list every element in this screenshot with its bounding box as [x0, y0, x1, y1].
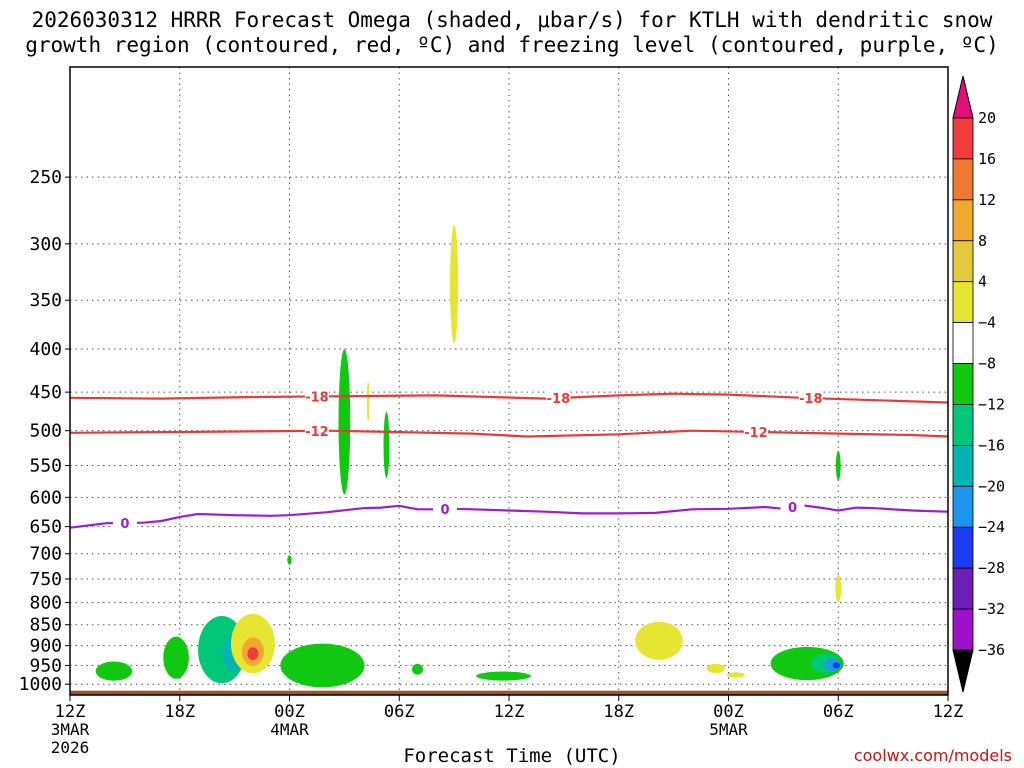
contour-label-bg	[112, 514, 137, 530]
omega-cell	[247, 647, 259, 661]
colorbar-label: −12	[978, 395, 1005, 413]
contour-label: -18	[799, 392, 823, 407]
omega-cell	[706, 663, 725, 674]
colorbar-segment	[952, 281, 974, 324]
x-tick-label: 18Z	[164, 702, 195, 722]
omega-cell	[366, 381, 370, 423]
x-tick-date-label: 5MAR	[709, 720, 748, 739]
y-tick-label: 300	[29, 234, 62, 255]
colorbar-top-arrow	[952, 75, 974, 119]
x-tick-label: 12Z	[494, 702, 525, 722]
colorbar-label: 8	[978, 232, 987, 250]
y-tick-label: 650	[29, 517, 62, 538]
colorbar-segment	[952, 526, 974, 569]
contour-label: 0	[120, 517, 129, 532]
contour-line-0	[69, 504, 949, 529]
x-tick-year-label: 2026	[51, 738, 90, 757]
contour-label-bg	[546, 390, 571, 406]
colorbar-label: −20	[978, 477, 1005, 495]
colorbar-segment	[952, 158, 974, 201]
y-tick-label: 550	[29, 456, 62, 477]
contour-label: -18	[547, 392, 571, 407]
colorbar-segment	[952, 199, 974, 242]
omega-cell	[635, 621, 683, 660]
contour-label-bg	[432, 501, 457, 517]
y-tick-label: 500	[29, 421, 62, 442]
y-tick-label: 850	[29, 615, 62, 636]
contour-label-bg	[304, 422, 329, 438]
x-tick-label: 12Z	[55, 702, 86, 722]
colorbar-label: 16	[978, 150, 996, 168]
omega-cell	[383, 411, 390, 479]
omega-cell	[726, 672, 745, 678]
x-tick-date-label: 4MAR	[270, 720, 309, 739]
colorbar-label: 4	[978, 273, 987, 291]
contour-label-bg	[743, 423, 768, 439]
omega-cell	[450, 225, 459, 344]
contour-label-bg	[304, 388, 329, 404]
omega-cell	[835, 575, 842, 603]
y-tick-label: 400	[29, 339, 62, 360]
omega-cell	[476, 671, 531, 681]
y-tick-label: 350	[29, 290, 62, 311]
omega-cell	[835, 450, 841, 481]
omega-cell	[287, 555, 292, 565]
colorbar-label: −32	[978, 600, 1005, 618]
colorbar-label: −24	[978, 518, 1005, 536]
ground-terrain	[70, 690, 948, 695]
y-tick-label: 750	[29, 569, 62, 590]
colorbar-bottom-arrow	[952, 649, 974, 693]
colorbar-label: −28	[978, 559, 1005, 577]
chart-title-line-1: 2026030312 HRRR Forecast Omega (shaded, …	[31, 8, 993, 32]
x-tick-label: 06Z	[384, 702, 415, 722]
x-tick-label: 00Z	[713, 702, 744, 722]
colorbar-segment	[952, 404, 974, 446]
y-tick-label: 900	[29, 636, 62, 657]
y-tick-label: 450	[29, 382, 62, 403]
y-tick-label: 800	[29, 593, 62, 614]
colorbar-label: −4	[978, 314, 996, 332]
omega-cell	[163, 636, 189, 679]
x-tick-label: 06Z	[823, 702, 854, 722]
colorbar-label: −36	[978, 641, 1005, 659]
colorbar-segment	[952, 322, 974, 364]
omega-cell	[832, 662, 841, 669]
x-tick-label: 18Z	[603, 702, 634, 722]
contour-label-bg	[798, 390, 823, 406]
x-tick-label: 12Z	[933, 702, 964, 722]
colorbar-segment	[952, 444, 974, 487]
colorbar-label: −16	[978, 436, 1005, 454]
omega-cell	[338, 349, 351, 495]
omega-cell	[95, 661, 133, 681]
y-tick-label: 1000	[19, 674, 62, 695]
omega-cell	[412, 663, 424, 675]
colorbar-segment	[952, 485, 974, 528]
y-tick-label: 700	[29, 544, 62, 565]
colorbar-label: −8	[978, 355, 996, 373]
contour-label: -18	[305, 390, 329, 405]
colorbar-segment	[952, 117, 974, 160]
y-tick-label: 950	[29, 655, 62, 676]
source-credit[interactable]: coolwx.com/models	[853, 746, 1012, 765]
contour-label: -12	[305, 425, 329, 440]
colorbar-segment	[952, 240, 974, 283]
y-tick-label: 250	[29, 167, 62, 188]
x-tick-date-label: 3MAR	[51, 720, 90, 739]
x-axis-label: Forecast Time (UTC)	[403, 745, 621, 767]
x-tick-label: 00Z	[274, 702, 305, 722]
colorbar-segment	[952, 363, 974, 405]
contour-label: 0	[788, 501, 797, 516]
contour-label: -12	[744, 426, 768, 441]
contour-label: 0	[440, 503, 449, 518]
contour-label-bg	[780, 498, 805, 514]
colorbar-label: 20	[978, 109, 996, 127]
omega-cell	[280, 643, 365, 688]
colorbar-segment	[952, 608, 974, 651]
colorbar-segment	[952, 567, 974, 610]
chart-title-line-2: growth region (contoured, red, ºC) and f…	[25, 33, 999, 57]
colorbar-label: 12	[978, 191, 996, 209]
y-tick-label: 600	[29, 487, 62, 508]
contour-line--12	[69, 429, 949, 438]
